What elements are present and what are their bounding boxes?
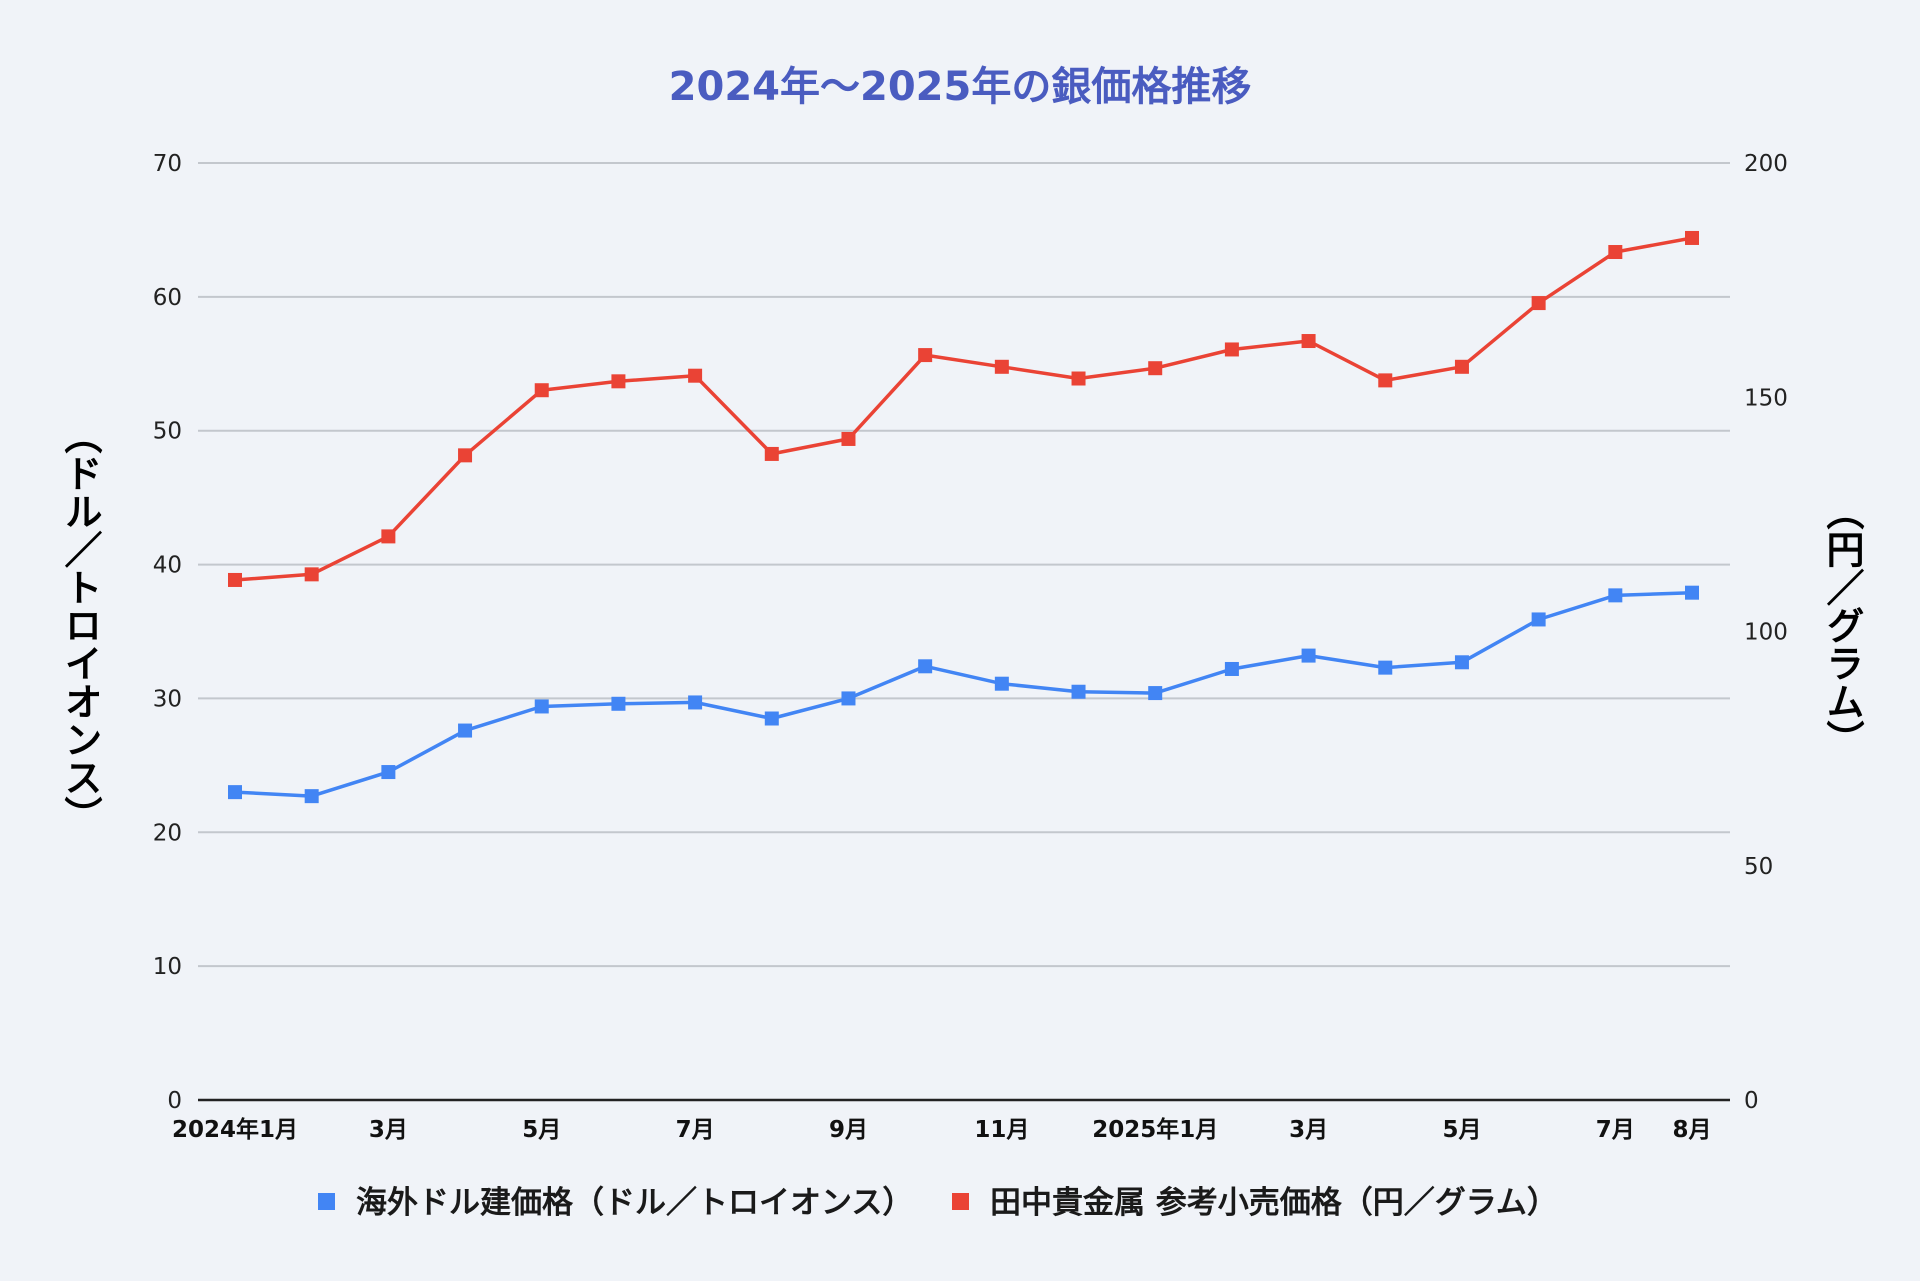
x-tick-label: 3月: [1289, 1117, 1328, 1143]
right-tick-label: 150: [1744, 385, 1788, 411]
data-point: [1378, 373, 1393, 388]
x-axis-ticks: 2024年1月 3月 5月 7月 9月 11月 2025年1月 3月 5月 7月 8月: [172, 1116, 1712, 1143]
data-point: [841, 431, 856, 446]
legend-label-usd: 海外ドル建価格（ドル／トロイオンス）: [356, 1185, 913, 1221]
data-point: [994, 676, 1009, 691]
data-point: [228, 572, 242, 587]
right-tick-label: 200: [1744, 151, 1788, 177]
left-axis-title: （ドル／トロイオンス）: [58, 416, 102, 834]
data-point: [1148, 686, 1163, 701]
x-tick-label: 7月: [676, 1117, 715, 1143]
data-point: [304, 789, 319, 804]
x-tick-label: 5月: [1442, 1117, 1481, 1143]
data-point: [458, 448, 473, 463]
series-layer: [228, 230, 1699, 804]
legend: 海外ドル建価格（ドル／トロイオンス） 田中貴金属 参考小売価格（円／グラム）: [318, 1185, 1558, 1221]
data-point: [228, 785, 242, 800]
data-point: [1301, 334, 1316, 349]
data-point: [688, 695, 703, 710]
left-tick-label: 60: [153, 285, 182, 311]
x-tick-label: 9月: [829, 1117, 868, 1143]
data-point: [764, 446, 779, 461]
data-point: [841, 691, 856, 706]
series-line-1: [234, 236, 1693, 582]
left-tick-label: 10: [153, 954, 182, 980]
data-point: [1224, 661, 1239, 676]
data-point: [1454, 359, 1469, 374]
data-point: [688, 368, 703, 383]
legend-swatch-jpy: [952, 1193, 969, 1210]
x-tick-label: 2025年1月: [1092, 1116, 1218, 1143]
left-tick-label: 30: [153, 686, 182, 712]
data-point: [534, 383, 549, 398]
data-point: [1301, 648, 1316, 663]
x-tick-label: 5月: [522, 1117, 561, 1143]
left-axis-ticks: 0 10 20 30 40 50 60 70: [153, 151, 182, 1114]
data-point: [381, 765, 396, 780]
x-tick-label: 3月: [369, 1117, 408, 1143]
series-line-0: [234, 590, 1693, 798]
data-point: [1454, 655, 1469, 670]
left-tick-label: 50: [153, 419, 182, 445]
data-point: [1071, 371, 1086, 386]
data-point: [994, 359, 1009, 374]
data-point: [611, 696, 626, 711]
data-point: [1531, 612, 1546, 627]
data-point: [1685, 230, 1699, 245]
data-point: [918, 659, 933, 674]
data-point: [1378, 660, 1393, 675]
data-point: [1224, 342, 1239, 357]
left-tick-label: 70: [153, 151, 182, 177]
x-tick-label: 11月: [974, 1117, 1029, 1143]
data-point: [304, 567, 319, 582]
right-tick-label: 100: [1744, 620, 1788, 646]
data-point: [611, 374, 626, 389]
left-tick-label: 40: [153, 553, 182, 579]
data-point: [381, 529, 396, 544]
data-point: [1071, 684, 1086, 699]
legend-swatch-usd: [318, 1193, 335, 1210]
right-tick-label: 50: [1744, 854, 1773, 880]
x-tick-label: 7月: [1596, 1117, 1635, 1143]
gridlines: [198, 162, 1730, 968]
right-axis-ticks: 0 50 100 150 200: [1744, 151, 1788, 1114]
x-tick-label: 8月: [1672, 1117, 1711, 1143]
left-tick-label: 0: [167, 1088, 182, 1114]
data-point: [1148, 361, 1163, 376]
data-point: [1531, 296, 1546, 311]
chart-title: 2024年～2025年の銀価格推移: [669, 64, 1252, 110]
data-point: [1608, 588, 1623, 603]
right-tick-label: 0: [1744, 1088, 1759, 1114]
data-point: [458, 723, 473, 738]
left-tick-label: 20: [153, 820, 182, 846]
data-point: [918, 348, 933, 363]
data-point: [534, 699, 549, 714]
data-point: [764, 711, 779, 726]
data-point: [1685, 585, 1699, 600]
x-tick-label: 2024年1月: [172, 1116, 298, 1143]
right-axis-title: （円／グラム）: [1820, 492, 1864, 758]
legend-label-jpy: 田中貴金属 参考小売価格（円／グラム）: [990, 1185, 1558, 1221]
data-point: [1608, 245, 1623, 260]
